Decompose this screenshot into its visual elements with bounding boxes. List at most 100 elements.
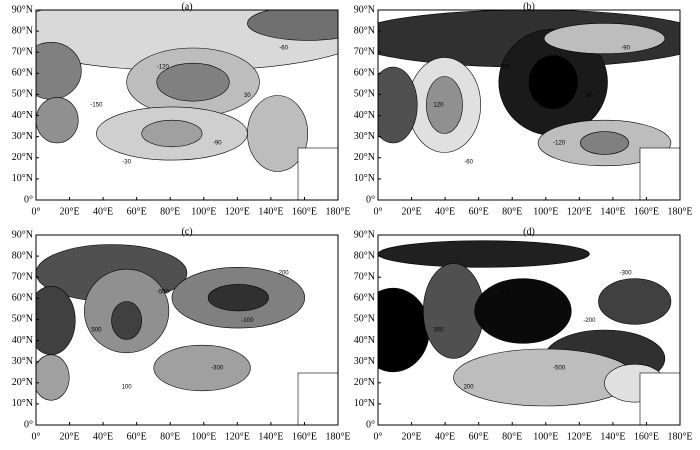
x-tick-label: 120°E [225, 431, 250, 442]
y-tick-label: 50°N [354, 89, 375, 100]
contour-label: -100 [241, 318, 254, 324]
x-tick-label: 60°E [127, 206, 147, 217]
contour-region [36, 286, 76, 355]
map-panel: (b) 120 150 -120 -90 -60 30 0° 20°E 40°E 60°E 80°E 1… [354, 1, 693, 217]
x-tick-label: 180°E [667, 431, 692, 442]
x-tick-label: 140°E [258, 206, 283, 217]
contour-label: 200 [464, 385, 475, 391]
contour-label: -120 [553, 141, 566, 147]
contour-label: -200 [583, 318, 596, 324]
panel-label: (a) [181, 1, 192, 12]
contour-label: -30 [122, 160, 131, 166]
x-tick-label: 120°E [225, 206, 250, 217]
y-tick-label: 60°N [12, 68, 33, 79]
y-tick-label: 70°N [354, 47, 375, 58]
map-shading [36, 235, 338, 425]
contour-label: -300 [620, 271, 633, 277]
y-tick-label: 10°N [12, 398, 33, 409]
contour-region [247, 10, 338, 41]
x-tick-label: 40°E [435, 431, 455, 442]
x-tick-label: 80°E [160, 431, 180, 442]
x-tick-label: 160°E [292, 431, 317, 442]
map-panel: (d) 300 500 -500 -300 200 -200 0° 20°E 40°E 60°E 80… [354, 226, 693, 442]
x-tick-label: 20°E [60, 206, 80, 217]
inset-map [639, 372, 681, 426]
y-tick-label: 40°N [12, 335, 33, 346]
y-tick-label: 80°N [12, 250, 33, 261]
x-tick-label: 20°E [402, 206, 422, 217]
y-tick-label: 80°N [354, 25, 375, 36]
x-tick-label: 140°E [600, 431, 625, 442]
x-tick-label: 100°E [191, 431, 216, 442]
x-tick-label: 120°E [567, 431, 592, 442]
x-tick-label: 60°E [469, 206, 489, 217]
panel-label: (c) [181, 226, 192, 237]
x-tick-label: 0° [374, 431, 383, 442]
contour-region [36, 354, 70, 401]
map-shading [378, 235, 680, 425]
panel-frame [377, 234, 681, 426]
y-tick-label: 70°N [12, 47, 33, 58]
x-tick-label: 60°E [469, 431, 489, 442]
y-tick-label: 0° [24, 194, 33, 205]
x-tick-label: 40°E [93, 431, 113, 442]
x-tick-label: 160°E [292, 206, 317, 217]
contour-label: 100 [122, 385, 133, 391]
contour-region [378, 66, 418, 144]
x-tick-label: 140°E [600, 206, 625, 217]
contour-region [207, 284, 269, 312]
x-tick-label: 0° [32, 431, 41, 442]
contour-region [153, 344, 251, 392]
x-tick-label: 100°E [533, 431, 558, 442]
x-tick-label: 40°E [93, 206, 113, 217]
y-tick-label: 90°N [12, 229, 33, 240]
y-tick-label: 10°N [354, 173, 375, 184]
contour-region [580, 131, 629, 155]
x-tick-label: 100°E [191, 206, 216, 217]
y-tick-label: 50°N [12, 314, 33, 325]
y-tick-label: 60°N [354, 68, 375, 79]
y-tick-label: 30°N [12, 131, 33, 142]
contour-label: -60 [279, 46, 288, 52]
y-tick-label: 20°N [354, 152, 375, 163]
x-tick-label: 180°E [325, 431, 350, 442]
contour-region [156, 62, 230, 102]
contour-region [528, 55, 578, 110]
x-tick-label: 140°E [258, 431, 283, 442]
contour-label: 30 [586, 93, 593, 99]
y-tick-label: 70°N [12, 272, 33, 283]
contour-region [141, 119, 203, 148]
contour-label: -90 [213, 141, 222, 147]
x-tick-label: 60°E [127, 431, 147, 442]
y-tick-label: 10°N [12, 173, 33, 184]
panel-frame [35, 9, 339, 201]
inset-map [297, 147, 339, 201]
x-tick-label: 20°E [402, 431, 422, 442]
y-tick-label: 10°N [354, 398, 375, 409]
y-tick-label: 90°N [354, 4, 375, 15]
contour-region [426, 76, 463, 134]
x-tick-label: 100°E [533, 206, 558, 217]
contour-label: -150 [90, 103, 103, 109]
contour-label: 300 [433, 328, 444, 334]
inset-map [639, 147, 681, 201]
contour-region [378, 240, 590, 268]
y-tick-label: 60°N [354, 293, 375, 304]
contour-label: 30 [244, 93, 251, 99]
y-tick-label: 30°N [354, 131, 375, 142]
y-tick-label: 40°N [12, 110, 33, 121]
y-tick-label: 60°N [12, 293, 33, 304]
y-tick-label: 40°N [354, 110, 375, 121]
y-tick-label: 50°N [354, 314, 375, 325]
contour-label: 200 [279, 271, 290, 277]
contour-label: 120 [433, 103, 444, 109]
map-panel: (a) -150 -120 -90 -60 -30 30 0° 20°E 40°E 60°E 80°E… [12, 1, 351, 217]
contour-label: -500 [553, 366, 566, 372]
contour-region [247, 95, 309, 172]
contour-label: 500 [91, 328, 102, 334]
y-tick-label: 0° [366, 419, 375, 430]
y-tick-label: 80°N [12, 25, 33, 36]
contour-region [36, 97, 79, 144]
inset-map [297, 372, 339, 426]
